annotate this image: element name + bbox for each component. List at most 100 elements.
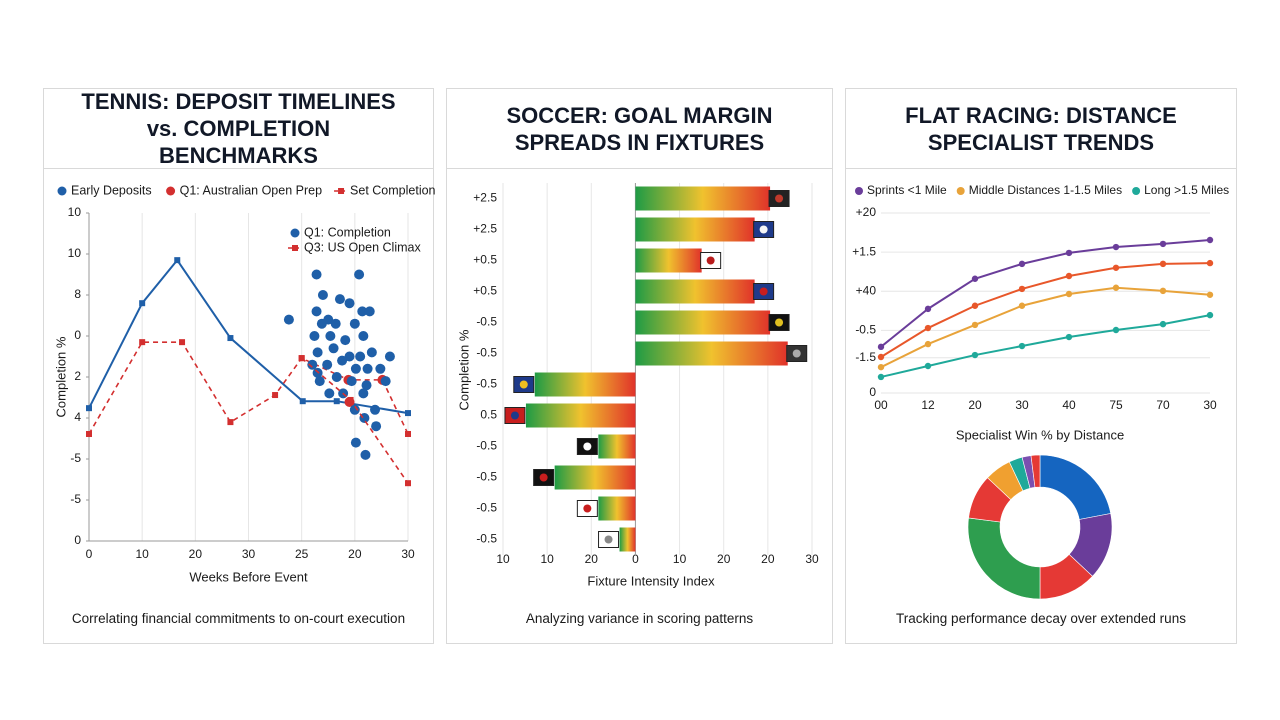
legend-label: Middle Distances 1-1.5 Miles <box>969 183 1122 197</box>
marker <box>971 302 979 309</box>
marker <box>971 275 979 282</box>
x-tick-label: 20 <box>189 547 203 561</box>
x-tick-label: 00 <box>874 398 888 412</box>
scatter-point <box>331 372 342 382</box>
bar <box>598 496 636 521</box>
bar <box>635 186 771 211</box>
marker <box>1159 287 1167 295</box>
x-tick-label: 75 <box>1109 398 1123 412</box>
y-tick-label: -0.5 <box>855 323 876 337</box>
bar <box>635 310 771 335</box>
scatter-point <box>337 355 348 366</box>
legend-swatch <box>57 186 67 196</box>
x-tick-label: 12 <box>921 398 935 412</box>
x-tick-label: 20 <box>717 552 731 566</box>
scatter-point <box>355 351 366 362</box>
marker <box>877 373 885 381</box>
marker <box>1018 285 1026 293</box>
marker <box>139 300 146 307</box>
scatter-point <box>371 421 382 432</box>
y-tick-label: -0.5 <box>476 532 497 546</box>
marker <box>924 340 932 348</box>
caption: Tracking performance decay over extended… <box>896 611 1186 626</box>
x-tick-label: 25 <box>295 547 309 561</box>
y-tick-label: 2 <box>74 369 81 383</box>
marker <box>924 362 932 370</box>
bar <box>619 527 636 552</box>
y-tick-label: -5 <box>70 492 81 506</box>
marker <box>924 324 932 332</box>
marker <box>1159 260 1167 268</box>
marker <box>877 353 885 361</box>
bar <box>525 403 636 428</box>
scatter-point <box>350 437 361 448</box>
donut-segment <box>967 517 1041 600</box>
donut-segment <box>1030 454 1041 488</box>
marker <box>1112 264 1120 271</box>
scatter-point <box>350 363 361 374</box>
y-axis-title: Completion % <box>53 336 68 417</box>
marker <box>299 398 306 405</box>
marker <box>1018 302 1026 309</box>
marker <box>86 405 92 412</box>
line <box>880 314 1211 378</box>
scatter-point <box>349 318 360 329</box>
marker <box>174 257 181 264</box>
y-tick-label: +20 <box>856 205 877 219</box>
y-tick-label: 0 <box>869 385 876 399</box>
scatter-point <box>354 269 365 280</box>
scatter-point <box>384 351 395 362</box>
team-badge-mark <box>583 504 592 513</box>
scatter-point <box>312 367 323 378</box>
x-tick-label: 20 <box>761 552 775 566</box>
team-badge-mark <box>519 380 528 389</box>
marker <box>1206 259 1214 267</box>
legend-swatch <box>290 228 300 238</box>
scatter-point <box>317 290 328 300</box>
team-badge-mark <box>539 473 548 482</box>
bar <box>635 217 755 242</box>
y-tick-label: +0.5 <box>473 253 497 267</box>
team-badge-mark <box>510 411 519 420</box>
marker <box>1206 311 1214 319</box>
marker <box>971 351 979 359</box>
legend-label: Long >1.5 Miles <box>1144 183 1229 197</box>
scatter-point <box>346 376 357 387</box>
team-badge-mark <box>792 349 801 358</box>
bar <box>635 341 788 366</box>
bar <box>635 248 702 273</box>
scatter-point <box>375 363 386 374</box>
marker <box>1112 243 1120 251</box>
legend-label: Early Deposits <box>71 183 152 197</box>
marker <box>227 335 234 342</box>
marker <box>227 419 234 426</box>
marker <box>1018 260 1026 268</box>
marker <box>877 363 885 371</box>
scatter-point <box>312 347 323 358</box>
scatter-point <box>366 347 377 358</box>
bar <box>534 372 636 397</box>
scatter-point <box>362 363 373 374</box>
x-tick-label: 10 <box>496 552 510 566</box>
marker <box>347 396 354 403</box>
scatter-point <box>360 449 371 460</box>
x-tick-label: 30 <box>242 547 256 561</box>
y-tick-label: 4 <box>74 410 81 424</box>
x-axis-title: Fixture Intensity Index <box>587 573 715 588</box>
marker <box>1206 291 1214 298</box>
x-tick-label: 20 <box>968 398 982 412</box>
scatter-point <box>340 335 351 346</box>
scatter-point <box>316 318 327 329</box>
y-axis-title: Completion % <box>456 329 471 410</box>
team-badge-mark <box>775 318 784 327</box>
scatter-point <box>380 376 391 387</box>
legend-label: Q1: Australian Open Prep <box>180 183 322 197</box>
marker <box>272 392 279 399</box>
legend-swatch <box>855 187 863 195</box>
bar <box>554 465 636 490</box>
marker <box>1018 342 1026 350</box>
y-tick-label: 10 <box>68 205 82 219</box>
marker <box>405 430 411 437</box>
caption: Analyzing variance in scoring patterns <box>525 611 754 626</box>
